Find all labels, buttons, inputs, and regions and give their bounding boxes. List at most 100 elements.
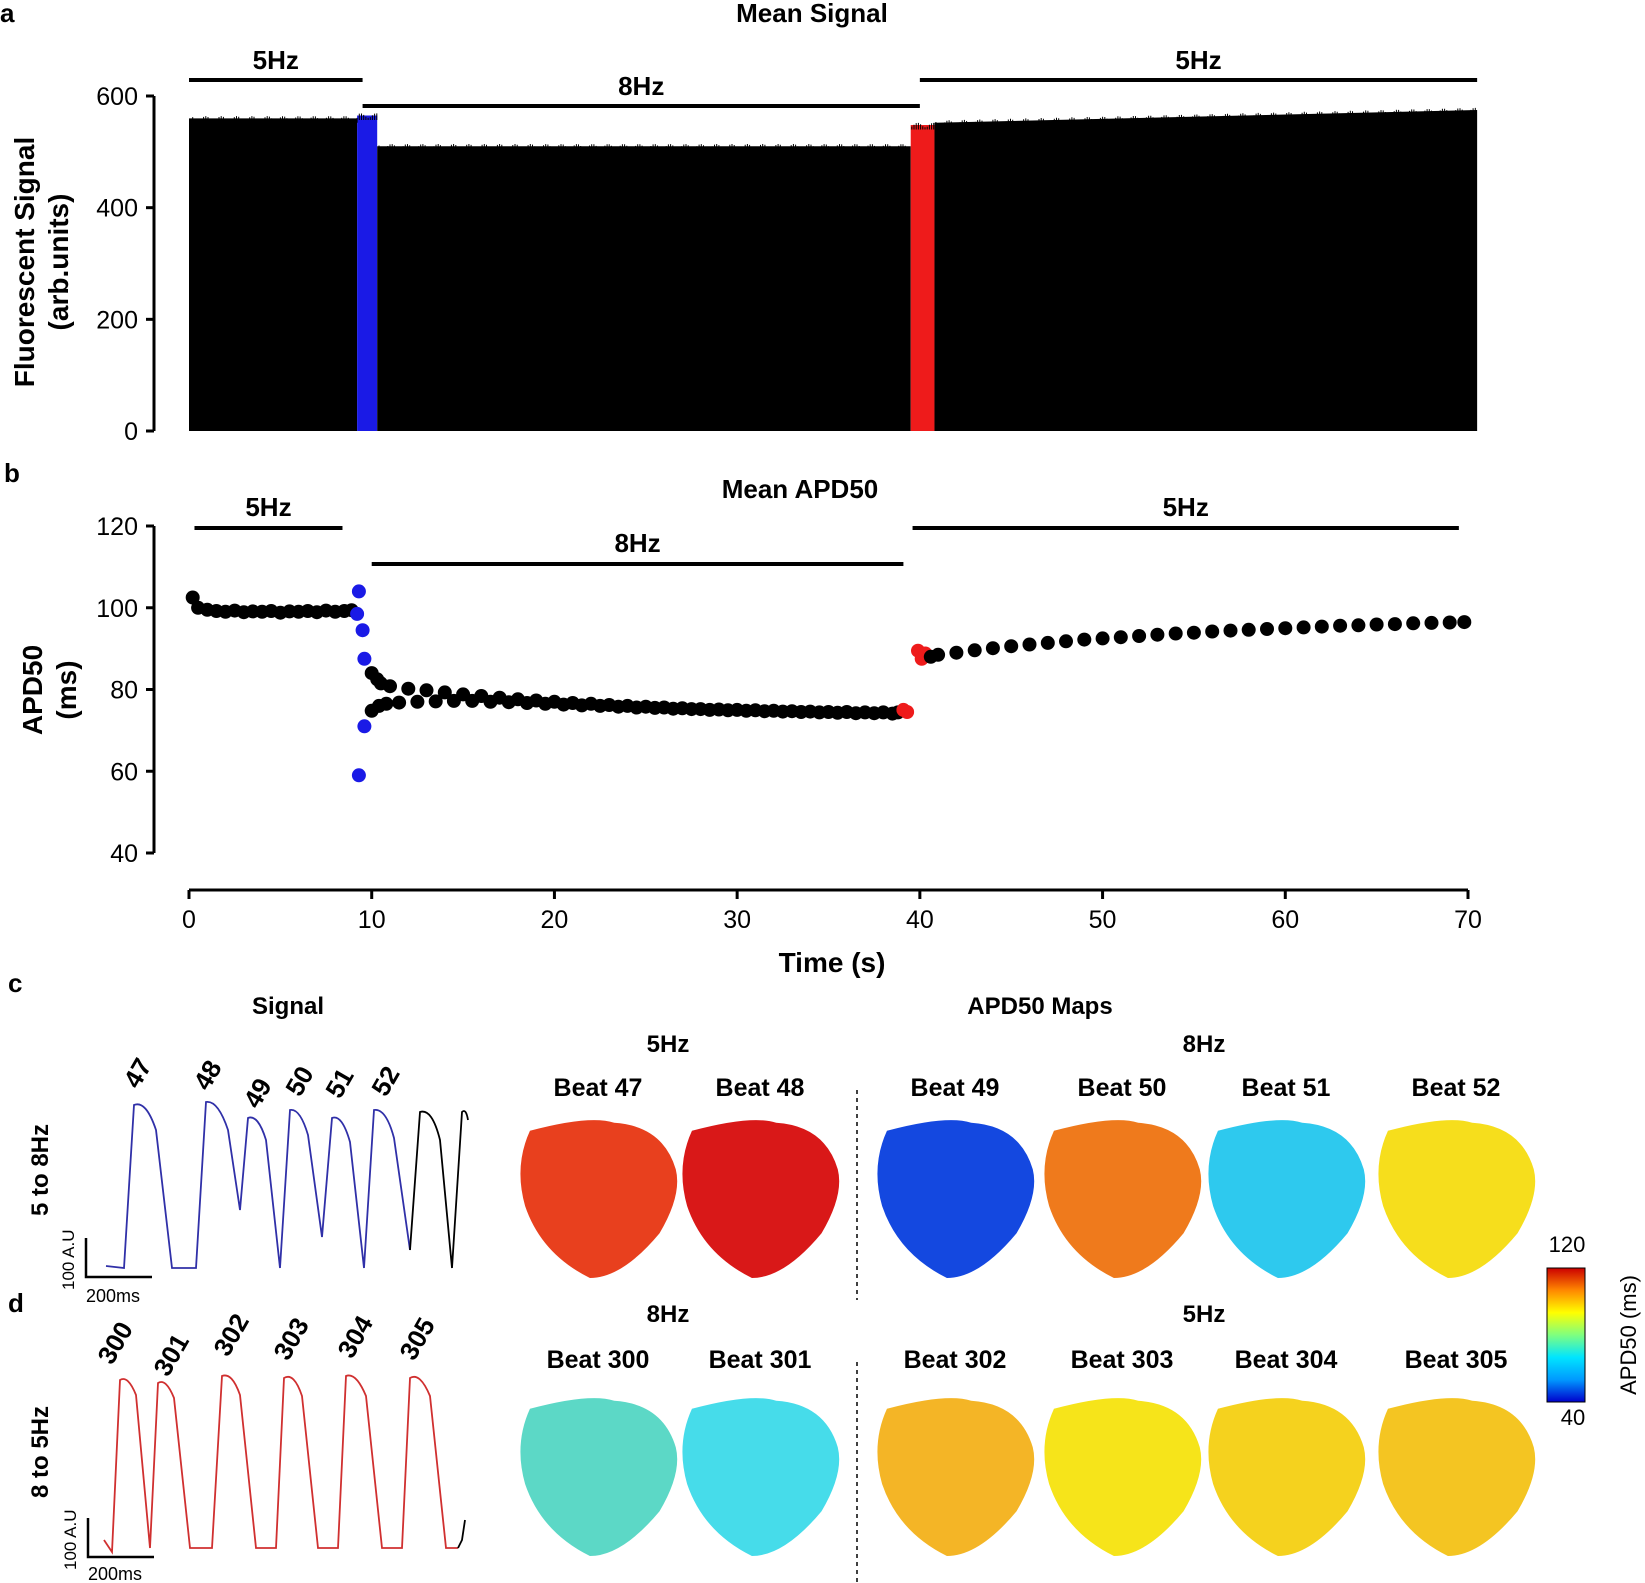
colorbar: 120 40 APD50 (ms) (1546, 1232, 1641, 1430)
panel-b-point (593, 698, 608, 713)
panel-b-period-bars: 5Hz 8Hz 5Hz (194, 492, 1459, 566)
panel-b-period-label-2: 5Hz (1163, 492, 1209, 522)
panel-b-ytick-label: 100 (96, 595, 138, 623)
panel-b-point (1205, 624, 1220, 639)
panel-b-xtick-label: 20 (541, 906, 569, 934)
trace-d-red (103, 1374, 458, 1555)
panel-a-title: Mean Signal (736, 0, 888, 28)
panel-b-point (1351, 618, 1366, 633)
panel-b-point (1296, 620, 1311, 635)
panel-b-point (1040, 635, 1055, 650)
apd-map-d-heart (682, 1398, 840, 1556)
panel-b-point (830, 705, 845, 720)
panel-b-point (351, 768, 366, 783)
panel-b-point (1077, 632, 1092, 647)
panel-b-point (684, 702, 699, 717)
panel-a-period-bars: 5Hz 8Hz 5Hz (189, 45, 1478, 108)
panel-b-point (392, 695, 407, 710)
panel-b-title: Mean APD50 (722, 474, 879, 504)
panel-b-xtick-label: 60 (1271, 906, 1299, 934)
apd-map-d-heart (1044, 1398, 1202, 1556)
panel-b-point (629, 700, 644, 715)
beat-number-c: 49 (237, 1073, 277, 1113)
apd-map-d-label: Beat 300 (547, 1346, 650, 1374)
panel-b-point (647, 700, 662, 715)
beat-numbers-c: 47 48 49 50 51 52 (117, 1053, 405, 1113)
panel-label-c: c (8, 968, 22, 998)
panel-b-ylabel-2: (ms) (51, 660, 82, 719)
panel-b-point (350, 606, 365, 621)
freq-label-d-right: 5Hz (1183, 1301, 1226, 1328)
panel-a-bar-segment-0 (189, 118, 358, 431)
panel-b-point (666, 701, 681, 716)
panel-b-period-label-1: 8Hz (614, 528, 660, 558)
panel-b-point (1406, 616, 1421, 631)
apd-map-d-label: Beat 305 (1405, 1346, 1508, 1374)
beat-number-c: 47 (117, 1053, 157, 1093)
panel-b-point (739, 703, 754, 718)
colorbar-rect (1546, 1267, 1586, 1403)
panel-b-point (1314, 619, 1329, 634)
panel-b-xtick-label: 0 (182, 906, 196, 934)
panel-b-point (1260, 622, 1274, 636)
panel-b-point (1223, 623, 1238, 638)
panel-b-ytick-label: 80 (110, 677, 138, 705)
panel-b-point (1442, 615, 1457, 630)
panel-b-point (446, 693, 461, 708)
panel-a-ytick-label: 400 (96, 195, 138, 223)
scale-bar-c (84, 1238, 152, 1279)
apd-map-d-heart (877, 1398, 1035, 1556)
panel-b-point (1278, 621, 1293, 636)
panel-b-point (775, 704, 790, 719)
panel-b-point (1241, 622, 1256, 637)
panel-b-xtick-label: 30 (723, 906, 751, 934)
panel-b-point (931, 647, 946, 662)
beat-number-d: 301 (147, 1328, 195, 1381)
scale-x-d: 200ms (88, 1564, 142, 1583)
panel-b-xticks: 0 10 20 30 40 50 60 70 (182, 890, 1482, 934)
panel-a-bar-segment-2 (377, 146, 911, 431)
beat-number-d: 302 (207, 1308, 255, 1361)
beat-numbers-d: 300 301 302 303 304 305 (91, 1308, 441, 1381)
panel-b-ytick-label: 40 (110, 840, 138, 868)
panel-b-point (465, 693, 480, 708)
trace-d (103, 1374, 466, 1555)
panel-b-point (379, 696, 394, 711)
beat-number-d: 305 (393, 1312, 441, 1365)
panel-b-xtick-label: 50 (1089, 906, 1117, 934)
panel-b-period-label-0: 5Hz (245, 492, 291, 522)
panel-b-point (1132, 629, 1147, 643)
panel-label-d: d (8, 1288, 24, 1318)
panel-a-bar-jagged-top (192, 107, 1476, 151)
panel-b-point (1333, 618, 1348, 633)
panel-b-point (611, 699, 626, 714)
panel-b-point (1022, 637, 1037, 652)
panel-b-point (410, 694, 425, 709)
beat-number-d: 304 (331, 1310, 379, 1363)
panel-b-point (483, 694, 498, 709)
panel-b-point (357, 651, 372, 666)
row-label-c: 5 to 8Hz (27, 1124, 54, 1216)
trace-c-black (409, 1110, 469, 1269)
panel-b-point (812, 705, 827, 720)
trace-c-blue (105, 1101, 411, 1269)
colorbar-min: 40 (1561, 1405, 1585, 1430)
panel-b-point (437, 685, 452, 700)
panel-b-point (185, 590, 200, 605)
trace-c (105, 1101, 469, 1269)
panel-b-yticks: 40 60 80 100 120 (96, 513, 154, 868)
panel-b-point (1387, 617, 1402, 632)
panel-b-point (428, 694, 443, 709)
panel-a-bar-segment-4 (934, 109, 1478, 431)
panel-b-point (357, 719, 372, 734)
panel-a-ytick-label: 600 (96, 83, 138, 111)
panel-b-point (1113, 630, 1128, 645)
row-label-d: 8 to 5Hz (27, 1406, 54, 1498)
panel-b-point (794, 705, 809, 719)
panel-b-ylabel-1: APD50 (17, 645, 48, 735)
apd-map-c-label: Beat 52 (1412, 1074, 1501, 1102)
apd-map-d-label: Beat 302 (904, 1346, 1007, 1374)
panel-b-point (556, 697, 571, 712)
panel-c: Signal APD50 Maps 5 to 8Hz 5Hz 8Hz 47 48 4… (27, 993, 1536, 1306)
